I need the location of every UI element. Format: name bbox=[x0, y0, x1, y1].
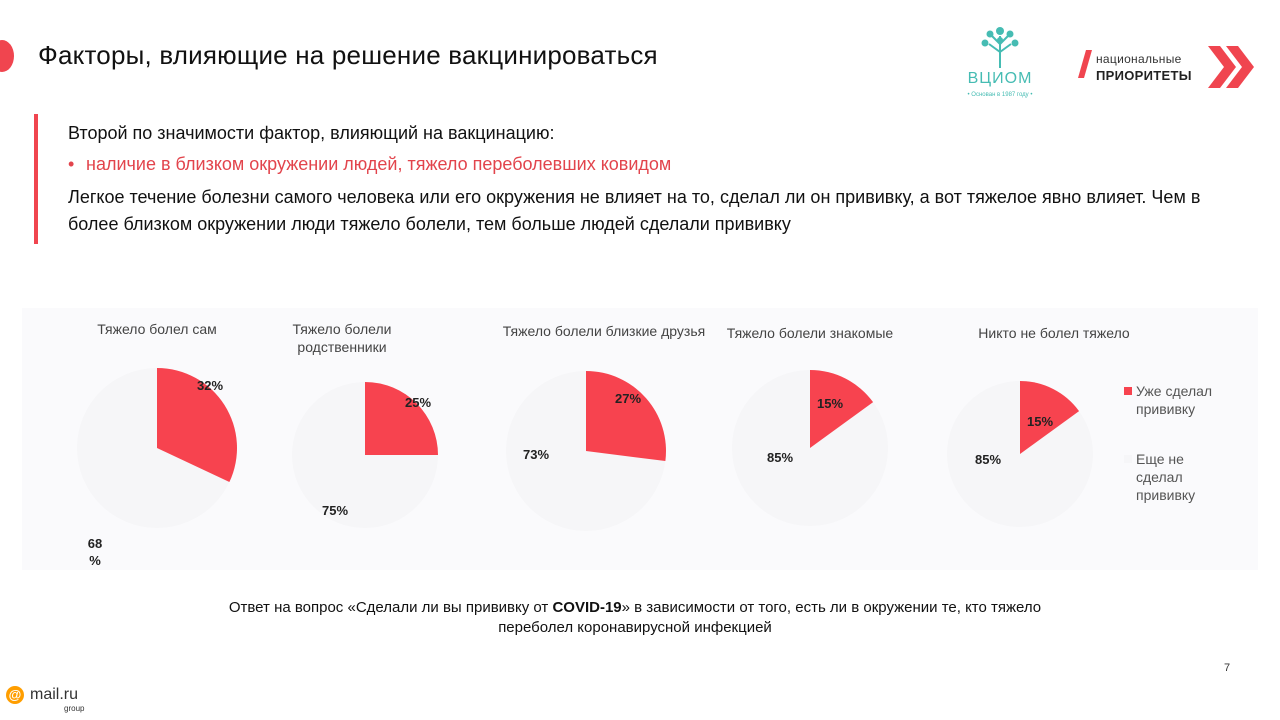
pie-title-line2: родственники bbox=[297, 339, 387, 355]
page-number: 7 bbox=[1224, 662, 1231, 674]
pie-label-not-vaccinated: 85% bbox=[975, 452, 1001, 467]
footnote-line2: переболел коронавирусной инфекцией bbox=[498, 619, 772, 636]
legend-text-line1: Еще не bbox=[1136, 451, 1184, 467]
pie-title: Никто не болел тяжело bbox=[934, 324, 1174, 342]
pie-slice-vaccinated bbox=[1020, 381, 1080, 454]
title-accent-mark bbox=[0, 40, 14, 72]
pie-slice-vaccinated bbox=[810, 370, 874, 448]
pie-charts-area: 32% 68% 25% 75% 27% 73% 15% 85% 15% 85% Тяжело бо… bbox=[22, 308, 1258, 570]
slash-mark bbox=[1078, 50, 1092, 78]
legend-text-line1: Уже сделал bbox=[1136, 383, 1213, 399]
key-factor-bullet: • наличие в близком окружении людей, тяже… bbox=[68, 154, 671, 175]
footnote-bold: COVID-19 bbox=[552, 599, 622, 616]
national-priorities-logo: национальные ПРИОРИТЕТЫ bbox=[1078, 42, 1258, 92]
at-sign-icon: @ bbox=[6, 686, 24, 704]
pie-label-vaccinated: 15% bbox=[1027, 414, 1053, 429]
body-text: Легкое течение болезни самого человека и… bbox=[68, 187, 1201, 234]
key-factor-text: наличие в близком окружении людей, тяжел… bbox=[86, 154, 672, 174]
legend-swatch-not-vaccinated bbox=[1124, 455, 1132, 463]
pie-label-vaccinated: 32% bbox=[197, 378, 223, 393]
pie-slice-vaccinated bbox=[365, 382, 438, 455]
pie-label-not-vaccinated: 85% bbox=[767, 450, 793, 465]
legend-text-line2: прививку bbox=[1136, 401, 1196, 417]
pie-title-line1: Никто не болел тяжело bbox=[978, 325, 1130, 341]
text-accent-bar bbox=[34, 114, 38, 244]
tree-icon bbox=[981, 27, 1019, 68]
vciom-name: ВЦИОМ bbox=[967, 70, 1033, 87]
vciom-logo: ВЦИОМ • Основан в 1987 году • bbox=[945, 22, 1055, 102]
pie-charts-svg: 32% 68% 25% 75% 27% 73% 15% 85% 15% 85% bbox=[77, 368, 1093, 568]
pie-title-line1: Тяжело болел сам bbox=[97, 321, 217, 337]
legend-item-vaccinated: Уже сделал прививку bbox=[1136, 382, 1212, 418]
pie-slice-vaccinated bbox=[586, 371, 666, 462]
chart-footnote: Ответ на вопрос «Сделали ли вы прививку … bbox=[140, 598, 1130, 638]
pie-title: Тяжело болели знакомые bbox=[690, 324, 930, 342]
double-chevron-icon bbox=[1208, 46, 1254, 88]
pie-title-line1: Тяжело болели bbox=[292, 321, 392, 337]
pie-title: Тяжело болели близкие друзья bbox=[484, 322, 724, 340]
pie-title: Тяжело болели родственники bbox=[222, 320, 462, 356]
footnote-post: » в зависимости от того, есть ли в окруж… bbox=[621, 599, 1042, 616]
mailru-name: mail.ru bbox=[30, 686, 79, 703]
legend-text-line3: прививку bbox=[1136, 487, 1196, 503]
pie-label-vaccinated: 25% bbox=[405, 395, 431, 410]
pie-label-vaccinated: 15% bbox=[817, 396, 843, 411]
pie-slice-vaccinated bbox=[157, 368, 237, 483]
intro-text: Второй по значимости фактор, влияющий на… bbox=[68, 123, 555, 143]
np-line2: ПРИОРИТЕТЫ bbox=[1096, 68, 1192, 83]
legend-swatch-vaccinated bbox=[1124, 387, 1132, 395]
pie-label-not-vaccinated-unit: % bbox=[89, 553, 101, 568]
legend-item-not-vaccinated: Еще не сделал прививку bbox=[1136, 450, 1195, 504]
pie-label-not-vaccinated: 73% bbox=[523, 447, 549, 462]
footnote-pre: Ответ на вопрос «Сделали ли вы прививку … bbox=[228, 599, 553, 616]
legend-text-line2: сделал bbox=[1136, 469, 1183, 485]
pie-title-line1: Тяжело болели знакомые bbox=[726, 325, 894, 341]
pie-title: Тяжело болел сам bbox=[37, 320, 277, 338]
pie-label-vaccinated: 27% bbox=[615, 391, 641, 406]
mailru-group: group bbox=[64, 704, 85, 713]
pie-title-line1: Тяжело болели близкие друзья bbox=[502, 323, 706, 339]
page-title: Факторы, влияющие на решение вакцинирова… bbox=[38, 40, 658, 70]
np-line1: национальные bbox=[1096, 52, 1182, 66]
pie-label-not-vaccinated: 68 bbox=[88, 536, 102, 551]
pie-label-not-vaccinated: 75% bbox=[322, 503, 348, 518]
vciom-tagline: • Основан в 1987 году • bbox=[967, 92, 1033, 98]
bullet-dot: • bbox=[68, 154, 75, 174]
